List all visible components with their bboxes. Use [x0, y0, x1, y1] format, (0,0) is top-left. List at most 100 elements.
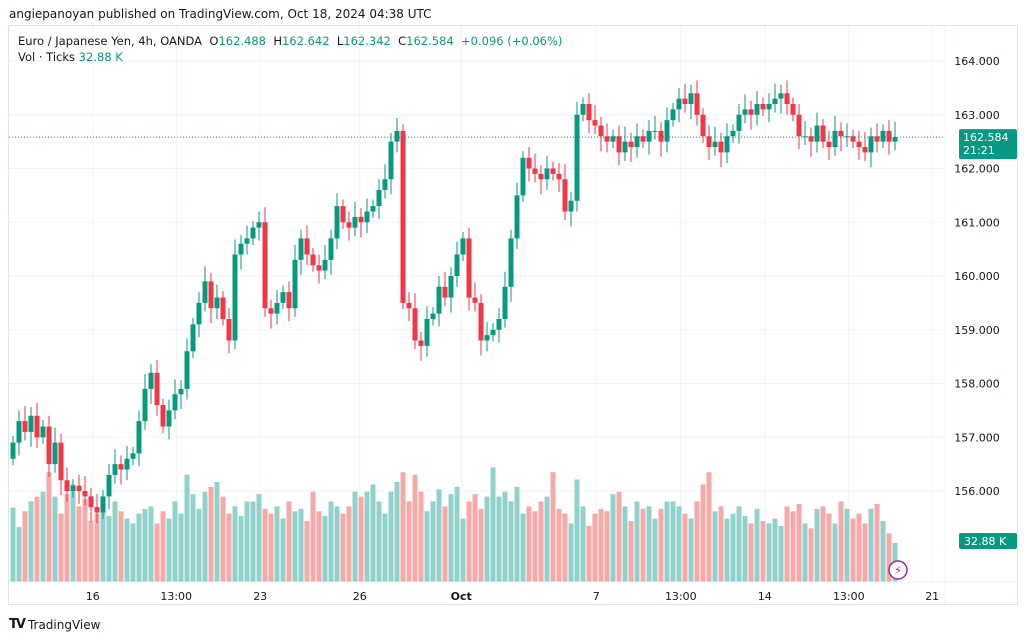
- volume-bar: [340, 513, 346, 582]
- volume-bar: [454, 486, 460, 582]
- volume-bar: [268, 513, 274, 582]
- volume-bar: [622, 506, 628, 582]
- candle-body: [442, 286, 448, 298]
- candle-body: [796, 114, 802, 137]
- candle-body: [370, 206, 376, 212]
- candle-body: [730, 130, 736, 137]
- volume-bar: [436, 489, 442, 582]
- candle-body: [676, 98, 682, 110]
- candle-body: [652, 130, 658, 132]
- volume-bar: [880, 521, 886, 582]
- chart-frame: [8, 25, 1018, 605]
- candle-body: [880, 130, 886, 142]
- candle-body: [298, 238, 304, 260]
- candlestick-chart[interactable]: 164.000 163.000 162.000 161.000 160.000 159.0…: [9, 26, 1017, 604]
- candle-body: [544, 168, 550, 180]
- volume-bar: [574, 479, 580, 582]
- candle-body: [106, 474, 112, 497]
- volume-bar: [778, 525, 784, 582]
- candle-body: [52, 442, 58, 465]
- volume-bar: [580, 506, 586, 582]
- volume-bar: [790, 511, 796, 582]
- volume-bar: [784, 506, 790, 582]
- candle-body: [328, 238, 334, 260]
- volume-bar: [10, 507, 16, 582]
- price-tick-label: 162.000: [954, 163, 1000, 176]
- candle-body: [382, 179, 388, 190]
- lightning-icon: [888, 560, 908, 580]
- candle-body: [706, 136, 712, 147]
- volume-bar: [184, 474, 190, 582]
- candle-body: [10, 442, 16, 459]
- volume-bar: [568, 523, 574, 582]
- volume-bar: [88, 521, 94, 582]
- candle-body: [160, 405, 166, 427]
- candle-body: [172, 394, 178, 411]
- volume-bar: [598, 508, 604, 582]
- price-tick-label: 164.000: [954, 55, 1000, 68]
- volume-bar: [328, 501, 334, 582]
- volume-bar: [826, 513, 832, 582]
- volume-bar: [802, 523, 808, 582]
- volume-bar: [70, 484, 76, 582]
- tradingview-logo[interactable]: TV TradingView: [9, 617, 100, 632]
- candle-body: [556, 173, 562, 180]
- volume-bar: [496, 496, 502, 582]
- volume-bar: [694, 501, 700, 582]
- volume-bar: [832, 523, 838, 582]
- candle-body: [508, 238, 514, 287]
- candle-body: [424, 319, 430, 346]
- candle-body: [304, 238, 310, 255]
- candle-body: [766, 104, 772, 110]
- candle-body: [460, 238, 466, 255]
- symbol-name[interactable]: Euro / Japanese Yen, 4h, OANDA: [18, 34, 203, 48]
- volume-bar: [586, 525, 592, 582]
- volume-bar: [334, 506, 340, 582]
- candle-body: [868, 136, 874, 153]
- volume-bar: [658, 508, 664, 582]
- volume-bar: [388, 491, 394, 582]
- volume-bar: [448, 494, 454, 582]
- volume-bar: [142, 508, 148, 582]
- candle-body: [592, 120, 598, 126]
- candle-body: [148, 372, 154, 389]
- candle-body: [484, 335, 490, 341]
- low-value: 162.342: [343, 34, 391, 48]
- volume-bar: [376, 501, 382, 582]
- candle-body: [466, 238, 472, 298]
- volume-bar: [766, 523, 772, 582]
- volume-bar: [676, 506, 682, 582]
- volume-bar: [508, 501, 514, 582]
- volume-bar: [430, 501, 436, 582]
- candle-body: [790, 104, 796, 115]
- candle-body: [628, 141, 634, 147]
- candle-body: [274, 302, 280, 314]
- volume-bar: [262, 508, 268, 582]
- volume-label[interactable]: Vol · Ticks: [18, 50, 76, 64]
- volume-bar: [394, 481, 400, 582]
- candle-body: [784, 93, 790, 104]
- candle-body: [34, 415, 40, 438]
- volume-bar: [736, 506, 742, 582]
- volume-bar: [118, 511, 124, 582]
- volume-bar: [34, 496, 40, 582]
- volume-bar: [874, 503, 880, 582]
- volume-bar: [382, 513, 388, 582]
- time-tick-label: 16: [86, 590, 100, 603]
- volume-bar: [424, 511, 430, 582]
- candle-body: [292, 259, 298, 309]
- candle-body: [526, 157, 532, 169]
- volume-bar: [844, 508, 850, 582]
- time-tick-label: 13:00: [833, 590, 865, 603]
- volume-bar: [472, 494, 478, 582]
- volume-bar: [688, 518, 694, 582]
- candle-body: [232, 254, 238, 341]
- brand-name: TradingView: [27, 617, 101, 632]
- volume-bar: [592, 513, 598, 582]
- volume-bar: [712, 511, 718, 582]
- volume-bar: [316, 511, 322, 582]
- candle-body: [418, 340, 424, 346]
- price-tick-label: 158.000: [954, 378, 1000, 391]
- volume-bar: [856, 513, 862, 582]
- volume-bar: [190, 494, 196, 582]
